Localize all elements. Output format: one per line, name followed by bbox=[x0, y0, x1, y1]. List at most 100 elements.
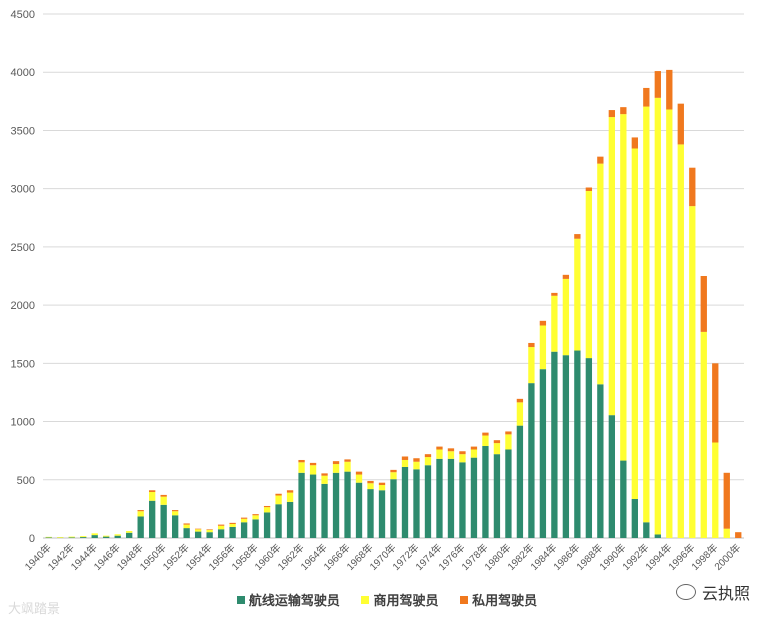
bar-segment-private bbox=[252, 514, 259, 516]
bar-segment-commercial bbox=[149, 492, 156, 501]
bar-segment-airline bbox=[608, 415, 616, 538]
bar-segment-commercial bbox=[275, 495, 282, 505]
bar-segment-commercial bbox=[539, 325, 547, 370]
bar-segment-commercial bbox=[482, 435, 489, 447]
bar-segment-airline bbox=[528, 383, 535, 538]
bar-segment-private bbox=[700, 276, 707, 332]
bar-segment-private bbox=[689, 167, 696, 207]
legend-swatch-commercial bbox=[361, 595, 370, 604]
bar-segment-airline bbox=[631, 498, 638, 538]
bar-segment-airline bbox=[45, 537, 52, 538]
bar-segment-commercial bbox=[321, 475, 328, 484]
bar-segment-private bbox=[447, 448, 455, 452]
bar-segment-commercial bbox=[57, 537, 64, 538]
bar-segment-private bbox=[505, 431, 512, 435]
bar-segment-commercial bbox=[643, 106, 650, 523]
bar-segment-airline bbox=[229, 526, 236, 538]
bar-segment-airline bbox=[206, 532, 213, 538]
bar-segment-private bbox=[137, 510, 144, 512]
bar-segment-commercial bbox=[470, 449, 478, 458]
bar-segment-private bbox=[344, 459, 351, 462]
bar-segment-airline bbox=[505, 449, 512, 538]
y-tick-label: 2500 bbox=[11, 242, 35, 254]
bar-segment-private bbox=[183, 523, 190, 525]
bar-segment-private bbox=[194, 528, 202, 530]
bar-segment-airline bbox=[482, 446, 489, 538]
bar-segment-airline bbox=[183, 528, 190, 538]
bar-segment-private bbox=[516, 398, 524, 403]
x-tick-label: 2000年 bbox=[711, 541, 743, 573]
bar-segment-commercial bbox=[597, 163, 604, 385]
bar-segment-private bbox=[390, 469, 397, 473]
bar-segment-private bbox=[482, 432, 489, 436]
bar-segment-airline bbox=[68, 537, 75, 538]
bar-segment-private bbox=[286, 490, 294, 493]
bar-segment-airline bbox=[551, 351, 558, 538]
bar-segment-commercial bbox=[401, 459, 409, 467]
bar-segment-commercial bbox=[286, 492, 294, 502]
bar-segment-airline bbox=[390, 479, 397, 538]
y-tick-label: 3500 bbox=[11, 125, 35, 137]
watermark-right: 云执照 bbox=[675, 580, 750, 604]
bar-segment-commercial bbox=[390, 472, 397, 480]
bar-segment-commercial bbox=[103, 535, 110, 537]
bar-segment-commercial bbox=[459, 454, 466, 463]
bars bbox=[45, 69, 742, 539]
bar-segment-private bbox=[149, 490, 156, 493]
bar-segment-private bbox=[585, 187, 593, 191]
bar-segment-airline bbox=[194, 531, 202, 538]
bar-segment-airline bbox=[562, 355, 570, 538]
bar-segment-private bbox=[321, 473, 328, 476]
bar-segment-private bbox=[355, 471, 363, 475]
bar-segment-airline bbox=[332, 472, 340, 538]
bar-segment-commercial bbox=[447, 451, 455, 459]
bar-segment-airline bbox=[286, 501, 294, 538]
y-tick-label: 3000 bbox=[11, 184, 35, 196]
legend-swatch-private bbox=[460, 595, 469, 604]
bar-segment-airline bbox=[654, 534, 661, 538]
bar-segment-commercial bbox=[126, 531, 133, 533]
bar-segment-commercial bbox=[298, 462, 305, 473]
bar-segment-airline bbox=[298, 472, 305, 538]
bar-segment-private bbox=[171, 510, 179, 512]
bar-segment-private bbox=[424, 454, 432, 458]
bar-segment-airline bbox=[344, 471, 351, 538]
bar-segment-commercial bbox=[551, 295, 558, 352]
x-axis-ticks: 1940年1942年1944年1946年1948年1950年1952年1954年… bbox=[22, 541, 744, 573]
y-tick-label: 2000 bbox=[11, 300, 35, 312]
bar-segment-airline bbox=[470, 457, 478, 538]
bar-segment-commercial bbox=[80, 536, 87, 538]
bar-segment-private bbox=[263, 505, 271, 508]
bar-segment-airline bbox=[263, 512, 271, 538]
bar-segment-private bbox=[436, 446, 443, 450]
bar-segment-airline bbox=[574, 350, 581, 538]
bar-segment-private bbox=[666, 69, 673, 110]
bar-segment-commercial bbox=[528, 347, 535, 384]
bar-segment-airline bbox=[539, 369, 547, 538]
bar-segment-airline bbox=[424, 465, 432, 538]
y-tick-label: 1500 bbox=[11, 358, 35, 370]
legend-swatch-airline bbox=[236, 595, 245, 604]
y-tick-label: 0 bbox=[29, 533, 35, 545]
bar-segment-private bbox=[240, 517, 248, 519]
bar-segment-airline bbox=[80, 537, 87, 538]
bar-segment-airline bbox=[126, 532, 133, 538]
bar-segment-airline bbox=[493, 454, 501, 538]
bar-segment-commercial bbox=[355, 474, 363, 483]
bar-segment-airline bbox=[321, 483, 328, 538]
bar-segment-commercial bbox=[424, 457, 432, 466]
bar-segment-private bbox=[378, 482, 386, 486]
legend-item-commercial: 商用驾驶员 bbox=[361, 590, 439, 609]
bar-segment-commercial bbox=[114, 534, 121, 536]
bar-segment-airline bbox=[217, 529, 225, 538]
chat-bubble-icon bbox=[675, 584, 696, 600]
bar-segment-private bbox=[459, 451, 466, 455]
bar-segment-private bbox=[160, 494, 167, 497]
bar-segment-private bbox=[539, 320, 547, 326]
legend-label-private: 私用驾驶员 bbox=[472, 593, 538, 608]
bar-segment-airline bbox=[160, 504, 167, 538]
bar-segment-commercial bbox=[183, 524, 190, 529]
bar-segment-airline bbox=[149, 500, 156, 538]
bar-segment-airline bbox=[171, 515, 179, 538]
